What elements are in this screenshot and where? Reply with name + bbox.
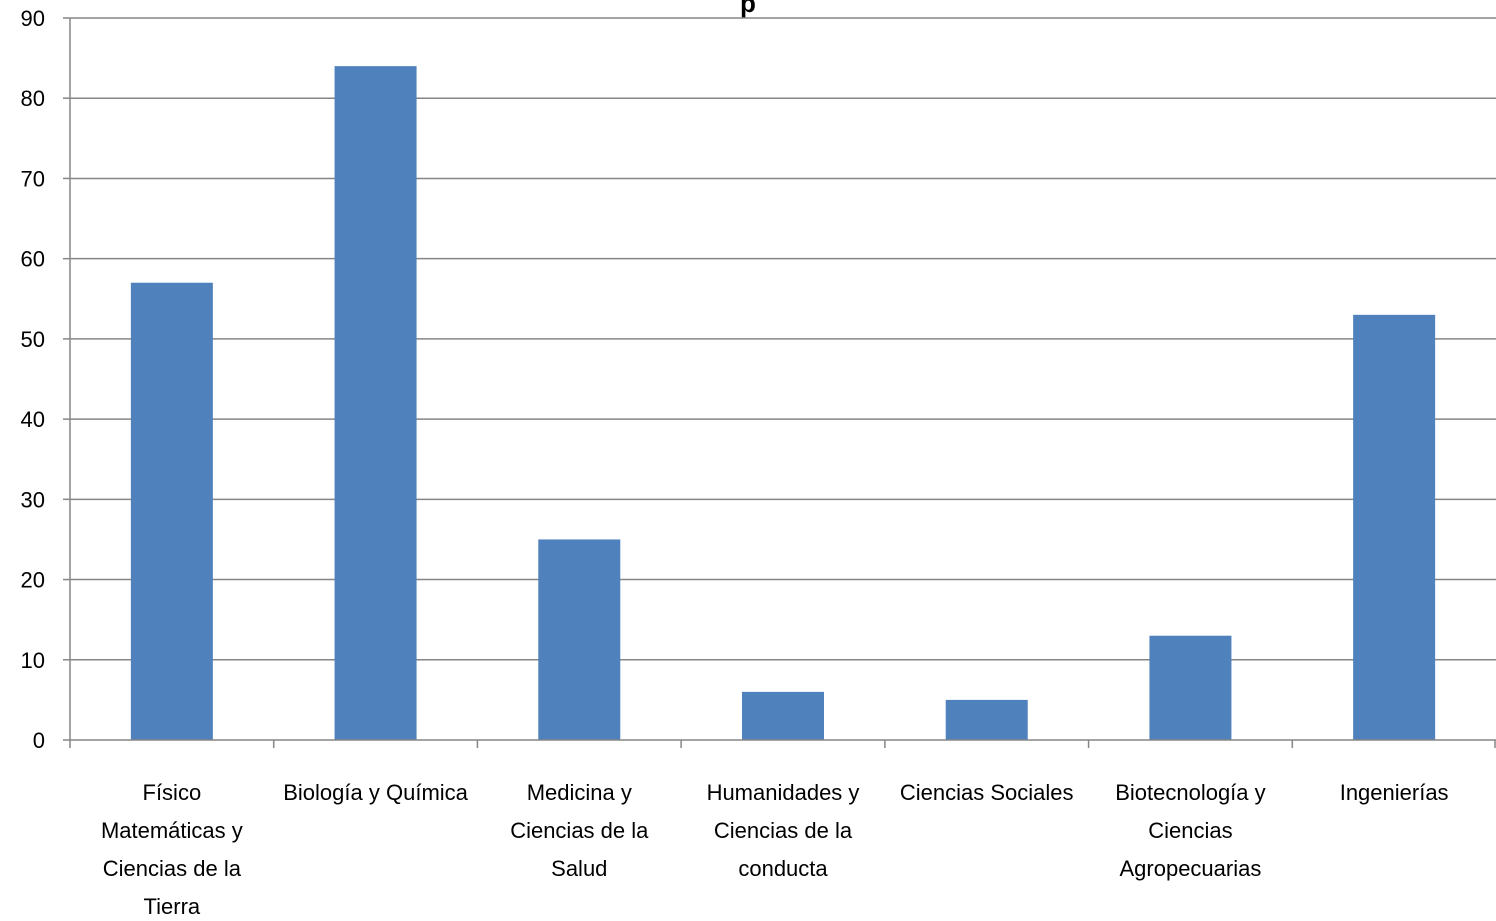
category-label: Medicina y Ciencias de la Salud: [510, 780, 649, 881]
y-tick-label: 10: [21, 648, 45, 673]
y-tick-label: 80: [21, 86, 45, 111]
category-label: Ingenierías: [1340, 780, 1449, 805]
gridlines: [70, 17, 1496, 661]
axes: [63, 17, 1496, 748]
category-labels: Físico Matemáticas y Ciencias de la Tierra B…: [101, 780, 1449, 919]
y-tick-labels: 0 10 20 30 40 50 60 70 80 90: [21, 6, 45, 753]
category-label: Ciencias Sociales: [900, 780, 1074, 805]
bar: [538, 539, 621, 740]
category-label: Biología y Química: [283, 780, 468, 805]
bars: [130, 66, 1436, 741]
category-label: Biotecnología y Ciencias Agropecuarias: [1115, 780, 1265, 881]
y-tick-label: 0: [33, 728, 45, 753]
chart-title-fragment: p: [740, 0, 756, 18]
category-label: Humanidades y Ciencias de la conducta: [707, 780, 860, 881]
y-tick-label: 40: [21, 407, 45, 432]
y-tick-label: 20: [21, 568, 45, 593]
bar: [334, 66, 417, 741]
bar: [1353, 314, 1436, 740]
bar: [1149, 635, 1232, 740]
y-tick-label: 70: [21, 166, 45, 191]
y-tick-label: 30: [21, 487, 45, 512]
bar: [742, 691, 824, 740]
y-tick-label: 90: [21, 6, 45, 31]
category-label: Físico Matemáticas y Ciencias de la Tierra: [101, 780, 243, 919]
bar: [130, 282, 213, 740]
y-tick-label: 50: [21, 327, 45, 352]
y-tick-label: 60: [21, 247, 45, 272]
bar: [945, 699, 1028, 740]
